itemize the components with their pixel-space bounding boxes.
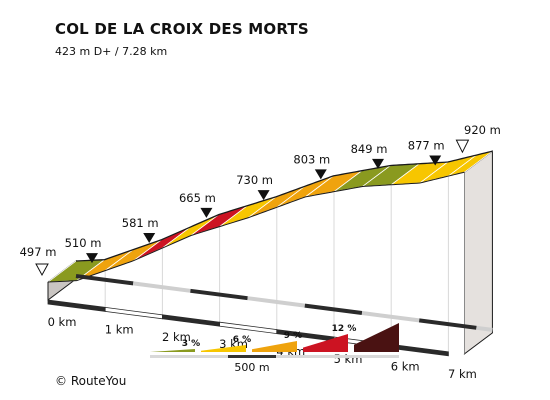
profile-end-cap	[463, 150, 493, 355]
x-tick-label: 1 km	[105, 322, 134, 336]
elevation-label: 510 m	[65, 236, 102, 250]
x-tick-label: 5 km	[334, 352, 363, 366]
start-elevation-label: 497 m	[20, 245, 57, 259]
elevation-label: 665 m	[179, 191, 216, 205]
profile-front-face	[48, 172, 465, 354]
km-back-bar	[361, 311, 420, 323]
profile-group	[46, 150, 493, 355]
km-back-bar	[304, 303, 363, 315]
x-tick-label: 7 km	[448, 367, 477, 381]
km-marker-triangle	[86, 253, 98, 264]
x-tick-label: 2 km	[162, 330, 191, 344]
chart-title: COL DE LA CROIX DES MORTS	[55, 20, 309, 38]
legend-scale-label: 500 m	[234, 361, 269, 374]
legend-swatch	[201, 345, 246, 352]
km-marker-triangle	[372, 158, 384, 169]
elevation-label: 803 m	[293, 152, 330, 166]
legend-label: 9 %	[284, 331, 302, 341]
legend-scale-segment	[228, 355, 276, 358]
end-marker-triangle	[455, 139, 470, 154]
start-marker-triangle	[35, 263, 49, 277]
elevation-labels: 497 m 510 m 581 m 665 m 730 m 803 m 849 m 877 m…	[20, 123, 501, 277]
km-back-bar	[132, 281, 191, 293]
chart-subtitle: 423 m D+ / 7.28 km	[55, 45, 168, 58]
credit-text: © RouteYou	[55, 374, 127, 388]
km-back-bar	[75, 274, 134, 286]
legend-label: 6 %	[233, 335, 251, 345]
elevation-label: 849 m	[351, 142, 388, 156]
legend-label: 12 %	[332, 324, 357, 334]
elevation-label: 581 m	[122, 216, 159, 230]
km-marker-triangle	[314, 169, 327, 180]
legend: 3 % 6 % 9 % 12 % 500 m	[150, 323, 399, 374]
legend-swatch	[303, 334, 348, 352]
legend-swatch	[354, 323, 399, 352]
profile-back-edge	[75, 150, 493, 262]
end-elevation-label: 920 m	[464, 123, 501, 137]
x-tick-label: 0 km	[48, 315, 77, 329]
km-back-bar	[476, 325, 493, 332]
km-marker-triangle	[200, 207, 213, 218]
x-tick-label: 6 km	[391, 359, 420, 373]
legend-label: 3 %	[182, 339, 200, 349]
legend-swatch	[150, 349, 195, 352]
elevation-label: 877 m	[408, 138, 445, 152]
km-back-bar	[247, 296, 306, 308]
km-back-bar	[418, 318, 477, 330]
km-back-bar	[190, 288, 248, 301]
km-marker-triangle	[429, 155, 442, 166]
legend-swatch	[252, 341, 297, 352]
km-marker-triangle	[143, 233, 156, 244]
elevation-label: 730 m	[236, 173, 273, 187]
km-marker-triangle	[257, 190, 270, 201]
profile-front-edge	[47, 171, 465, 283]
